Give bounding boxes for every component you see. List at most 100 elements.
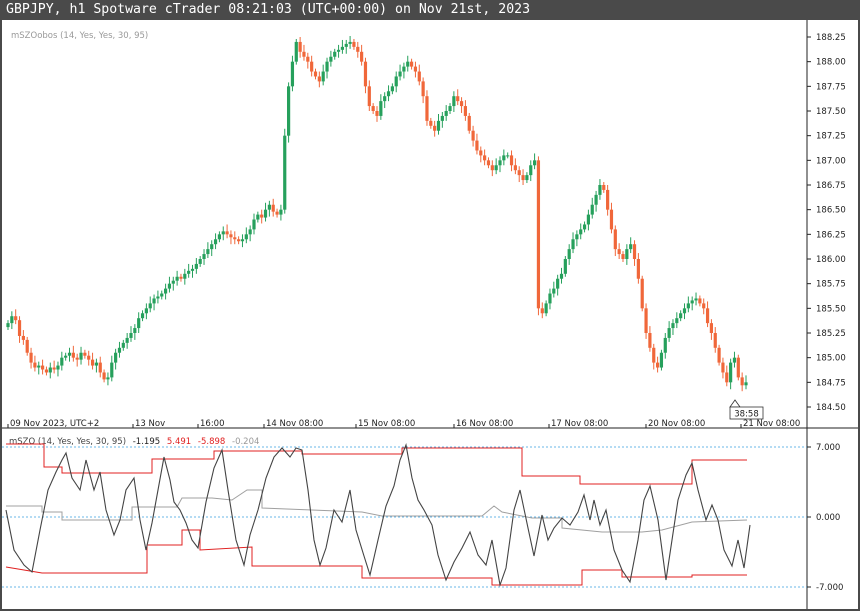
candle-body [552,288,556,294]
countdown-badge: 38:58 [729,399,764,420]
candle-body [606,189,610,210]
candle-body [494,165,498,171]
oscillator-legend: mSZO (14, Yes, Yes, 30, 95) -1.195 5.491… [9,437,259,447]
candle-body [444,111,448,116]
candle-body [360,51,364,62]
candle-body [110,362,114,378]
candle-body [156,296,160,299]
candle-body [202,254,206,259]
candle-body [40,365,45,370]
candle-body [44,369,49,373]
price-tick-label: 187.50 [816,107,846,117]
candle-body [33,362,37,368]
price-tick-label: 187.25 [816,132,846,142]
candle-body [240,239,245,242]
candle-body [663,337,667,353]
candle-body [732,357,737,363]
candle-body [540,308,544,314]
candle-body [87,355,91,360]
price-pane[interactable]: mSZOobos (14, Yes, Yes, 30, 95) 188.2518… [2,20,858,429]
candle-body [244,234,248,240]
time-tick-label: 20 Nov 08:00 [648,419,705,429]
candle-body [702,303,706,309]
candle-body [671,323,675,329]
osc-mid-line [6,489,748,533]
osc-name: mSZO (14, Yes, Yes, 30, 95) [9,437,126,447]
candle-body [371,106,375,111]
candle-body [548,293,552,304]
candle-body [260,214,264,218]
oscillator-pane[interactable]: mSZO (14, Yes, Yes, 30, 95) -1.195 5.491… [2,428,843,609]
candle-body [336,49,341,52]
candle-body [294,41,298,62]
candle-body [114,352,118,363]
candle-body [725,372,729,383]
time-tick-label: 15 Nov 08:00 [358,419,415,429]
candle-body [459,101,464,107]
candle-body [475,140,479,151]
candle-body [275,211,279,215]
candle-body [709,323,714,333]
candle-body [152,298,156,304]
time-tick-label: 13 Nov [135,419,165,429]
candle-body [117,347,122,353]
candle-body [133,328,137,333]
candle-body [375,111,379,116]
candle-body [229,234,233,238]
candle-body [233,237,237,240]
candle-body [675,318,679,324]
candle-body [425,96,429,121]
price-tick-label: 186.25 [816,230,846,240]
candle-body [463,106,468,116]
time-tick-label: 17 Nov 08:00 [551,419,608,429]
candle-body [221,231,225,235]
candle-body [17,320,22,336]
candle-body [383,96,387,102]
price-tick-label: 184.50 [816,403,846,413]
candle-body [52,367,56,370]
candle-body [625,249,629,259]
candle-body [179,276,183,279]
candle-body [190,268,195,271]
price-axis: 188.25 188.00 187.75 187.50 187.25 187.00 186.… [807,33,846,413]
candle-body [590,204,594,215]
candle-body [467,115,471,131]
price-tick-label: 188.25 [816,33,846,43]
time-tick-label: 16 Nov 08:00 [456,419,513,429]
candle-body [29,352,33,363]
candle-body [667,328,671,338]
candle-body [340,46,345,50]
price-tick-label: 188.00 [816,58,846,68]
osc-tick-label: 0.000 [816,513,840,523]
time-tick-label: 14 Nov 08:00 [266,419,323,429]
candle-body [252,219,256,230]
osc-value-mid: -0.204 [232,437,259,447]
countdown-text: 38:58 [734,410,759,420]
candle-body [644,308,648,333]
time-tick-label: 09 Nov 2023, UTC+2 [10,419,99,429]
candle-body [317,76,321,82]
chart-canvas[interactable]: mSZOobos (14, Yes, Yes, 30, 95) 188.2518… [2,20,858,609]
window-title: GBPJPY, h1 Spotware cTrader 08:21:03 (UT… [0,0,860,20]
price-tick-label: 186.75 [816,181,846,191]
candle-body [621,254,625,259]
candle-body [629,244,633,250]
osc-main-line [5,443,751,588]
osc-value-main: -1.195 [133,437,160,447]
candle-body [402,66,406,72]
candle-body [694,298,698,301]
price-tick-label: 187.00 [816,156,846,166]
candle-body [525,175,529,181]
candle-body [102,372,106,380]
candle-body [409,61,414,67]
candle-body [398,71,402,77]
osc-value-upper: 5.491 [167,437,191,447]
candle-body [125,337,129,343]
candle-body [640,278,644,309]
candle-body [571,239,575,250]
candle-body [421,81,425,97]
candle-body [502,155,506,161]
candle-body [321,71,325,82]
candle-body [602,185,606,190]
candle-body [21,335,25,340]
